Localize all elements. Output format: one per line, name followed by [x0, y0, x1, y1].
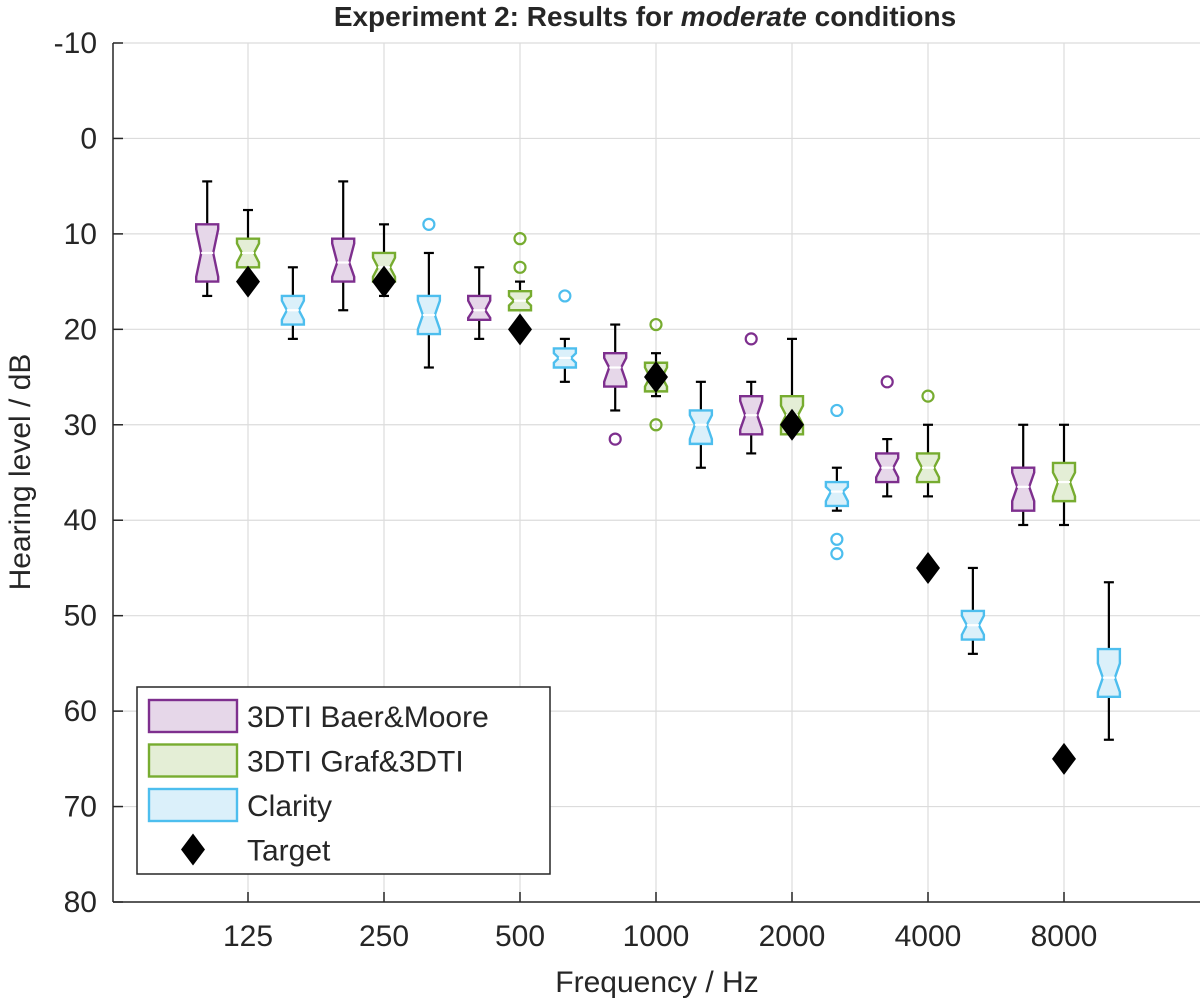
notched-box [467, 294, 492, 321]
outlier-point [880, 375, 894, 389]
outlier-point [649, 317, 663, 332]
y-tick-label: 10 [64, 218, 97, 251]
x-tick-label: 125 [223, 920, 273, 953]
y-tick-label: 0 [80, 122, 97, 155]
legend-label: Target [247, 835, 331, 868]
y-tick-label: 70 [64, 791, 97, 824]
notched-box [824, 480, 850, 508]
y-tick-label: 30 [64, 409, 97, 442]
notched-box [331, 237, 356, 283]
box-series [195, 180, 1122, 741]
target-diamond [1052, 742, 1076, 775]
target-diamond [916, 551, 940, 584]
x-tick-label: 4000 [895, 920, 962, 953]
outlier-point [649, 418, 663, 432]
outlier-point [921, 389, 935, 403]
x-tick-label: 8000 [1031, 920, 1098, 953]
x-tick-label: 500 [495, 920, 545, 953]
chart-title-emphasis: moderate [681, 1, 807, 32]
tick-labels: -10 0 10 20 30 40 50 60 70 80 125 250 500 1000 2000 400… [54, 27, 1098, 953]
x-tick-label: 2000 [759, 920, 826, 953]
box-series-group [195, 180, 1036, 527]
legend-label: 3DTI Baer&Moore [247, 701, 489, 734]
notched-box [1096, 647, 1122, 698]
x-axis-label: Frequency / Hz [555, 966, 758, 999]
x-tick-label: 1000 [623, 920, 690, 953]
legend-swatch-box [147, 698, 239, 734]
y-tick-label: -10 [54, 27, 97, 60]
legend-swatch-box [147, 787, 239, 823]
legend-swatch-box [147, 743, 239, 778]
legend-swatch-diamond [181, 833, 205, 866]
target-diamond [236, 265, 260, 298]
y-tick-label: 20 [64, 313, 97, 346]
target-diamond [644, 361, 668, 394]
target-diamond [780, 408, 804, 441]
outlier-point [422, 217, 436, 231]
y-axis-label: Hearing level / dB [4, 354, 37, 591]
chart-title-prefix: Experiment 2: Results for [334, 1, 681, 32]
y-tick-label: 80 [64, 886, 97, 919]
x-tick-label: 250 [359, 920, 409, 953]
outlier-point [513, 260, 527, 274]
notched-box [603, 351, 628, 388]
outlier-point [830, 532, 844, 546]
legend-label: Clarity [247, 790, 332, 823]
axes [112, 42, 1200, 903]
box-series-group [280, 217, 1122, 741]
legend-label: 3DTI Graf&3DTI [247, 746, 464, 779]
outlier-point [608, 432, 622, 446]
outlier-point [558, 289, 572, 303]
outlier-point [513, 232, 527, 246]
chart-title: Experiment 2: Results for moderate condi… [334, 1, 956, 32]
outlier-point [830, 403, 844, 418]
notched-box [1011, 466, 1036, 512]
legend: 3DTI Baer&Moore 3DTI Graf&3DTI Clarity Targ… [136, 686, 551, 875]
y-tick-label: 40 [64, 504, 97, 537]
target-diamond [372, 265, 396, 298]
target-markers [236, 265, 1076, 775]
y-tick-label: 50 [64, 600, 97, 633]
outlier-point [830, 547, 844, 561]
outlier-point [744, 332, 758, 346]
target-diamond [508, 313, 532, 346]
notched-box [688, 409, 714, 446]
chart-title-suffix: conditions [807, 1, 956, 32]
y-tick-label: 60 [64, 695, 97, 728]
